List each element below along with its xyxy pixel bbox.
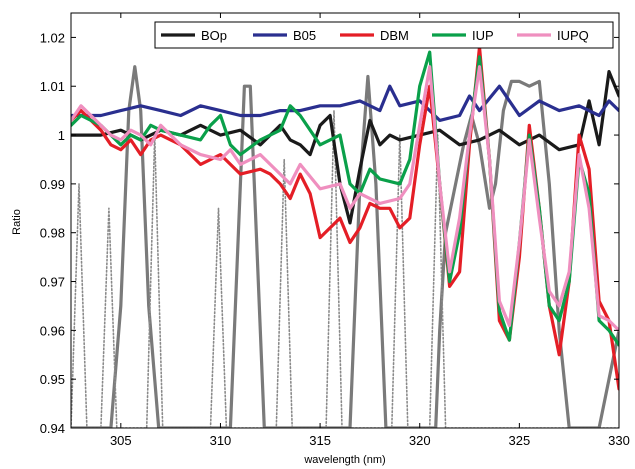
plot-frame bbox=[70, 12, 620, 429]
y-tick-label: 1 bbox=[58, 128, 65, 143]
x-tick-label: 330 bbox=[608, 433, 630, 448]
series-lines bbox=[71, 45, 619, 428]
legend-label-iup: IUP bbox=[472, 28, 494, 43]
y-tick-label: 1.02 bbox=[40, 30, 65, 45]
y-tick-label: 0.99 bbox=[40, 177, 65, 192]
x-axis: 305 310 315 320 325 330 bbox=[110, 13, 630, 448]
legend-label-b05: B05 bbox=[293, 28, 316, 43]
series-line-dbm bbox=[71, 45, 619, 391]
y-axis: 0.94 0.95 0.96 0.97 0.98 0.99 1 1.01 1.02 bbox=[40, 30, 619, 436]
x-tick-label: 320 bbox=[409, 433, 431, 448]
y-tick-label: 0.95 bbox=[40, 372, 65, 387]
y-tick-label: 0.98 bbox=[40, 226, 65, 241]
legend-label-dbm: DBM bbox=[380, 28, 409, 43]
x-tick-label: 310 bbox=[210, 433, 232, 448]
y-tick-label: 0.97 bbox=[40, 275, 65, 290]
series-line-iupq bbox=[71, 65, 619, 332]
x-tick-label: 315 bbox=[309, 433, 331, 448]
series-line-b05 bbox=[71, 84, 619, 122]
series-line-bop bbox=[71, 70, 619, 225]
y-tick-label: 0.94 bbox=[40, 421, 65, 436]
legend-label-bop: BOp bbox=[201, 28, 227, 43]
x-tick-label: 305 bbox=[110, 433, 132, 448]
series-line-reference-6 bbox=[71, 109, 619, 428]
legend-label-iupq: IUPQ bbox=[557, 28, 589, 43]
x-axis-label: wavelength (nm) bbox=[303, 454, 385, 466]
y-tick-label: 0.96 bbox=[40, 323, 65, 338]
series-line-reference-5 bbox=[71, 65, 619, 428]
x-tick-label: 325 bbox=[509, 433, 531, 448]
legend: BOp B05 DBM IUP IUPQ bbox=[154, 21, 614, 49]
y-axis-label: Ratio bbox=[11, 209, 23, 235]
y-tick-label: 1.01 bbox=[40, 79, 65, 94]
